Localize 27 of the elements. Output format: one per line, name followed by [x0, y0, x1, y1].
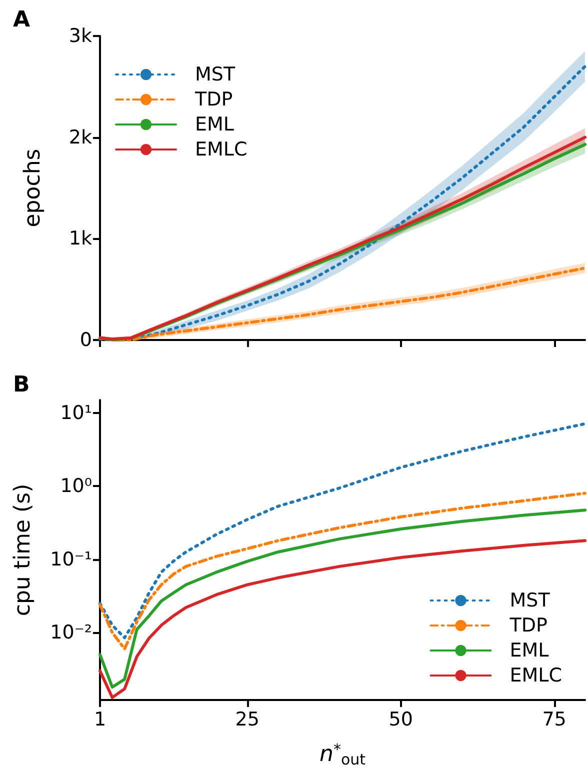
y-axis-title: cpu time (s): [10, 484, 36, 616]
chart-title: B: [13, 372, 30, 398]
y-tick-label: 1k: [68, 228, 92, 250]
line-series: [98, 508, 586, 689]
x-tick-label: 25: [235, 708, 260, 730]
x-tick-label: 50: [388, 708, 413, 730]
legend-label: MST: [195, 64, 236, 86]
y-tick-label: 10⁰: [60, 475, 92, 498]
y-tick-label: 10⁻¹: [50, 548, 92, 570]
x-tick-label: 1: [94, 708, 106, 730]
y-tick-label: 2k: [68, 126, 92, 148]
y-tick-label: 0: [80, 329, 92, 351]
legend-label: TDP: [194, 88, 233, 110]
x-axis-title: n*out: [319, 740, 366, 768]
chart-title: A: [13, 8, 30, 32]
y-axis-title: epochs: [20, 148, 46, 228]
y-tick-label: 10⁻²: [50, 622, 92, 644]
line-series: [98, 422, 586, 640]
legend-label: EMLC: [510, 664, 562, 686]
y-tick-label: 3k: [68, 25, 92, 47]
x-tick-label: 75: [542, 708, 566, 730]
legend-label: EMLC: [195, 138, 248, 160]
legend-label: TDP: [508, 614, 548, 636]
legend-label: EML: [510, 640, 550, 662]
y-tick-label: 10¹: [60, 402, 92, 424]
legend-label: MST: [510, 590, 550, 612]
legend-label: EML: [195, 114, 234, 136]
